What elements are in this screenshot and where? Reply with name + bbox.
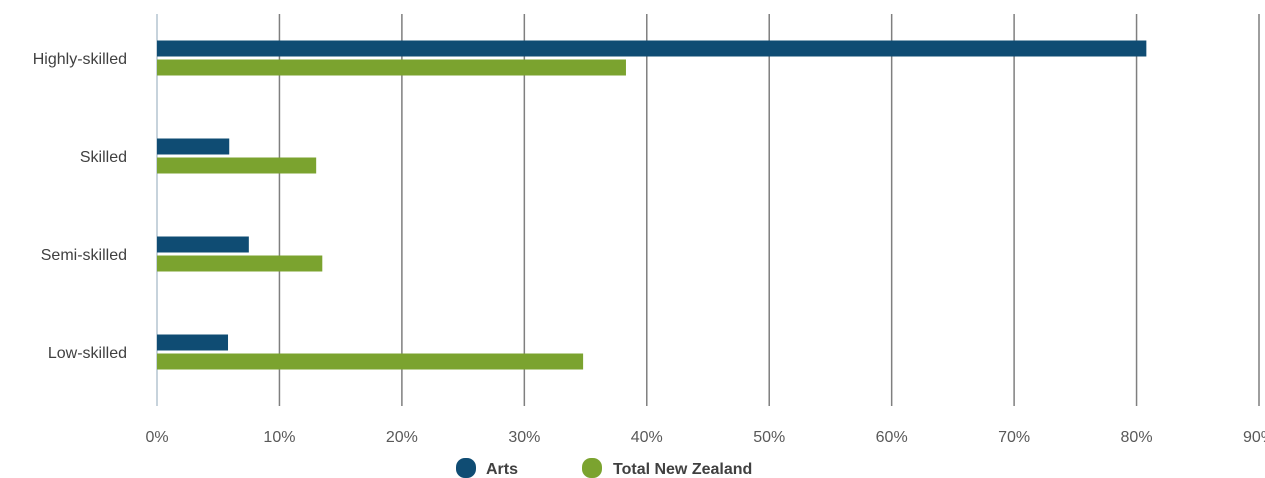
x-tick-label: 90%: [1243, 429, 1265, 446]
x-tick-label: 80%: [1121, 429, 1153, 446]
legend-marker: [582, 458, 602, 478]
category-label: Skilled: [80, 149, 127, 166]
x-tick-labels: 0% 10% 20% 30% 40% 50% 60% 70% 80% 90%: [145, 429, 1265, 446]
x-tick-label: 0%: [145, 429, 168, 446]
bar-total-new-zealand: [157, 353, 584, 370]
category-label: Highly-skilled: [33, 51, 127, 68]
category-label: Low-skilled: [48, 345, 127, 362]
bars: [157, 40, 1147, 370]
category-labels: Highly-skilled Skilled Semi-skilled Low-ski…: [33, 51, 127, 362]
legend-marker: [456, 458, 476, 478]
bar-arts: [157, 138, 230, 155]
bar-arts: [157, 334, 229, 351]
bar-total-new-zealand: [157, 255, 323, 272]
legend: Arts Total New Zealand: [456, 458, 752, 478]
x-tick-label: 30%: [508, 429, 540, 446]
x-tick-label: 40%: [631, 429, 663, 446]
gridlines: [156, 14, 1260, 406]
x-tick-label: 50%: [753, 429, 785, 446]
bar-total-new-zealand: [157, 157, 317, 174]
bar-arts: [157, 236, 249, 253]
legend-label: Arts: [486, 461, 518, 478]
x-tick-label: 70%: [998, 429, 1030, 446]
bar-arts: [157, 40, 1147, 57]
legend-label: Total New Zealand: [613, 461, 752, 478]
bar-total-new-zealand: [157, 59, 626, 76]
x-tick-label: 10%: [263, 429, 295, 446]
x-tick-label: 60%: [876, 429, 908, 446]
x-tick-label: 20%: [386, 429, 418, 446]
category-label: Semi-skilled: [41, 247, 127, 264]
